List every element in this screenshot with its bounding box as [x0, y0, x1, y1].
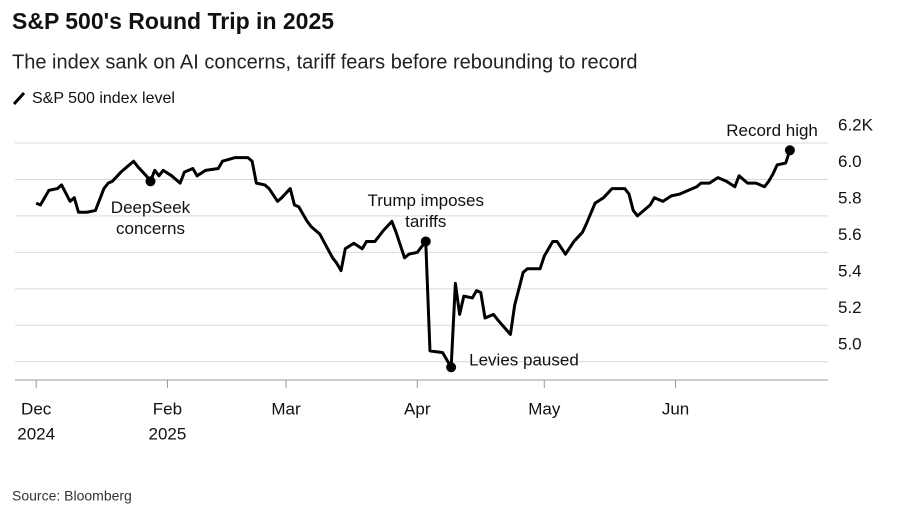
- y-tick-label: 5.0: [838, 334, 862, 353]
- annotation-label: tariffs: [405, 212, 446, 231]
- y-tick-label: 6.0: [838, 152, 862, 171]
- line-series: [35, 149, 792, 369]
- x-tick-label: Apr: [404, 399, 431, 418]
- annotation-dot: [420, 236, 431, 247]
- x-tick-label: May: [528, 399, 561, 418]
- annotation-dot: [446, 362, 457, 373]
- annotation-label: Trump imposes: [367, 191, 484, 210]
- source: Source: Bloomberg: [12, 488, 132, 504]
- y-tick-label: 5.4: [838, 261, 862, 280]
- x-tick-label: 2025: [149, 424, 187, 443]
- annotation-label: Record high: [726, 121, 818, 140]
- legend-label: S&P 500 index level: [32, 90, 175, 107]
- legend-icon: [12, 91, 26, 106]
- x-tick-label: 2024: [17, 424, 55, 443]
- x-tick-label: Jun: [662, 399, 689, 418]
- chart-subtitle: The index sank on AI concerns, tariff fe…: [12, 51, 638, 73]
- y-tick-label: 5.2: [838, 298, 862, 317]
- annotation-label: concerns: [116, 219, 185, 238]
- y-tick-label: 5.8: [838, 188, 862, 207]
- annotation-dot: [145, 176, 156, 187]
- annotation-label: DeepSeek: [111, 198, 191, 217]
- y-tick-label: 5.6: [838, 225, 862, 244]
- x-tick-label: Mar: [271, 399, 301, 418]
- x-tick-label: Feb: [153, 399, 182, 418]
- annotation-label: Levies paused: [469, 351, 579, 370]
- y-tick-label: 6.2K: [838, 115, 874, 134]
- x-tick-label: Dec: [21, 399, 52, 418]
- chart-title: S&P 500's Round Trip in 2025: [12, 8, 334, 34]
- annotation-dot: [784, 145, 795, 156]
